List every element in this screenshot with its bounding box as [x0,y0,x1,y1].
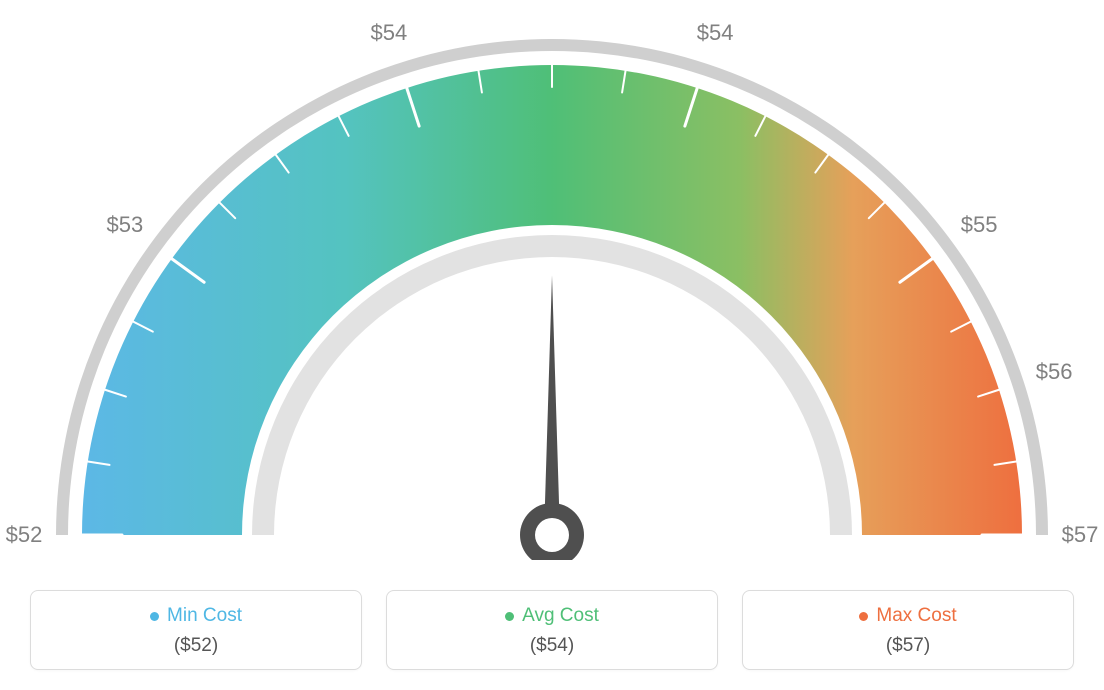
gauge: $52$53$54$54$55$56$57 [22,0,1082,560]
legend-title-max: Max Cost [859,605,956,627]
scale-label: $53 [106,212,143,238]
legend-title-avg: Avg Cost [505,605,599,627]
gauge-svg [22,0,1082,560]
dot-min [150,612,159,621]
chart-container: $52 $53 $54 $54 $55 $56 $57 Min Cost ($52) Avg… [0,0,1104,690]
legend-row: Min Cost ($52) Avg Cost ($54) Max Cost (… [0,590,1104,670]
legend-label-min: Min Cost [167,605,242,627]
legend-label-avg: Avg Cost [522,605,599,627]
legend-value-avg: ($54) [397,635,707,657]
scale-label: $54 [370,20,407,46]
legend-label-max: Max Cost [876,605,956,627]
dot-max [859,612,868,621]
scale-label: $57 [1062,522,1099,548]
legend-card-avg: Avg Cost ($54) [386,590,718,670]
legend-card-max: Max Cost ($57) [742,590,1074,670]
legend-value-max: ($57) [753,635,1063,657]
scale-label: $52 [6,522,43,548]
legend-title-min: Min Cost [150,605,242,627]
legend-card-min: Min Cost ($52) [30,590,362,670]
dot-avg [505,612,514,621]
scale-label: $54 [697,20,734,46]
scale-label: $56 [1036,359,1073,385]
legend-value-min: ($52) [41,635,351,657]
scale-label: $55 [961,212,998,238]
